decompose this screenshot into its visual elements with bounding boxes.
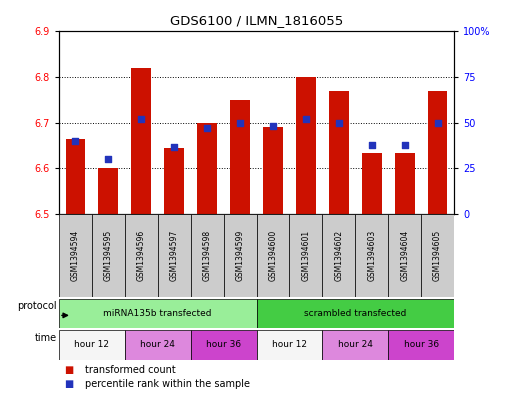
Text: transformed count: transformed count [85,365,175,375]
Text: hour 36: hour 36 [404,340,439,349]
Bar [329,91,349,214]
Text: hour 24: hour 24 [141,340,175,349]
Text: GSM1394604: GSM1394604 [400,230,409,281]
Text: GSM1394598: GSM1394598 [203,230,212,281]
Bar [322,214,355,297]
Bar [322,330,388,360]
Point [433,119,442,126]
Text: GSM1394605: GSM1394605 [433,230,442,281]
Bar [191,214,224,297]
Text: ■: ■ [64,379,73,389]
Bar [191,330,256,360]
Text: GSM1394594: GSM1394594 [71,230,80,281]
Bar [197,123,217,214]
Bar [98,169,118,214]
Text: GSM1394595: GSM1394595 [104,230,113,281]
Text: hour 36: hour 36 [206,340,241,349]
Bar [59,299,256,328]
Text: percentile rank within the sample: percentile rank within the sample [85,379,250,389]
Bar [289,214,322,297]
Bar [388,214,421,297]
Point [302,116,310,122]
Bar [355,214,388,297]
Bar [164,148,184,214]
Bar [59,330,125,360]
Bar [125,330,191,360]
Bar [59,214,92,297]
Text: hour 12: hour 12 [74,340,109,349]
Bar [428,91,447,214]
Text: hour 24: hour 24 [338,340,372,349]
Bar [125,214,158,297]
Text: GSM1394603: GSM1394603 [367,230,376,281]
Point [170,143,179,150]
Bar [296,77,315,214]
Bar [421,214,454,297]
Text: miRNA135b transfected: miRNA135b transfected [104,309,212,318]
Point [71,138,80,144]
Bar [256,214,289,297]
Point [269,123,277,130]
Point [236,119,244,126]
Bar [92,214,125,297]
Text: time: time [34,333,56,343]
Text: GSM1394599: GSM1394599 [235,230,245,281]
Text: GSM1394601: GSM1394601 [301,230,310,281]
Text: GSM1394602: GSM1394602 [334,230,343,281]
Bar [362,152,382,214]
Text: GDS6100 / ILMN_1816055: GDS6100 / ILMN_1816055 [170,14,343,27]
Bar [224,214,256,297]
Bar [394,152,415,214]
Text: GSM1394600: GSM1394600 [268,230,278,281]
Text: GSM1394596: GSM1394596 [137,230,146,281]
Bar [388,330,454,360]
Bar [230,100,250,214]
Text: GSM1394597: GSM1394597 [170,230,179,281]
Point [203,125,211,131]
Bar [131,68,151,214]
Point [401,141,409,148]
Bar [158,214,191,297]
Point [334,119,343,126]
Bar [256,299,454,328]
Text: ■: ■ [64,365,73,375]
Point [368,141,376,148]
Text: hour 12: hour 12 [272,340,307,349]
Bar [263,127,283,214]
Point [137,116,145,122]
Bar [66,139,85,214]
Text: scrambled transfected: scrambled transfected [304,309,406,318]
Bar [256,330,322,360]
Text: protocol: protocol [17,301,56,311]
Point [104,156,112,163]
